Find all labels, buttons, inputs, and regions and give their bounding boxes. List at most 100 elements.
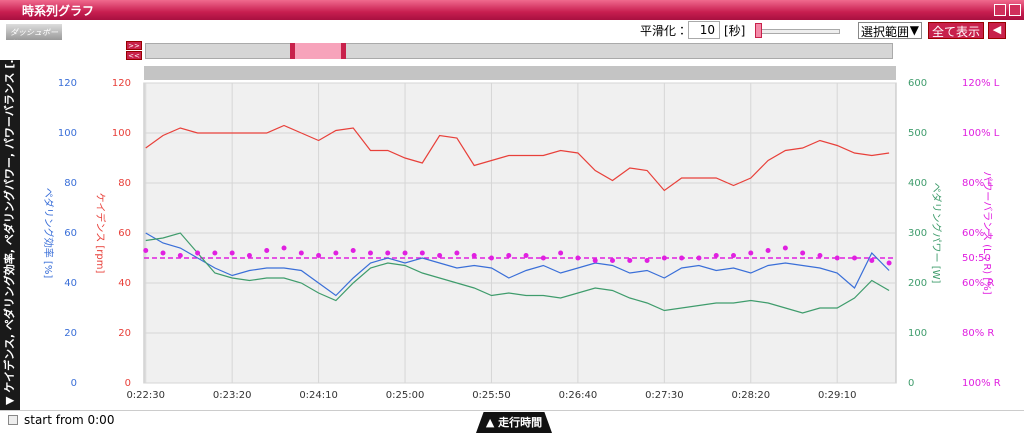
- balance-dot: [402, 250, 408, 256]
- title-bar: 時系列グラフ: [0, 0, 1024, 20]
- y-tick-label: 60: [64, 228, 77, 239]
- logo[interactable]: ダッシュボード: [6, 24, 62, 48]
- y-tick-label: 500: [908, 128, 927, 139]
- balance-dot: [195, 250, 201, 256]
- balance-dot: [316, 253, 322, 258]
- balance-dot: [869, 258, 875, 263]
- x-tick-label: 0:23:20: [213, 390, 252, 401]
- balance-dot: [696, 255, 702, 261]
- side-panel-text[interactable]: ▼ ケイデンス, ペダリング効率, ペダリングパワー, パワーバランス [...: [3, 60, 16, 405]
- y-tick-label: 120: [112, 78, 131, 89]
- balance-dot: [367, 250, 373, 256]
- range-select[interactable]: 選択範囲 ▼: [858, 22, 922, 39]
- maximize-button[interactable]: [994, 4, 1006, 16]
- balance-dot: [160, 250, 166, 256]
- balance-dot: [575, 255, 581, 261]
- show-all-button[interactable]: 全て表示: [928, 22, 984, 39]
- balance-dot: [592, 258, 598, 263]
- side-panel: [0, 60, 20, 410]
- y-tick-label: 60% R: [962, 278, 994, 289]
- window-title: 時系列グラフ: [22, 4, 95, 18]
- x-axis-tab[interactable]: ▲ 走行時間: [476, 412, 552, 433]
- balance-dot: [644, 258, 650, 263]
- start-from-label: start from 0:00: [24, 413, 115, 427]
- axis-title: ペダリングパワー [W]: [930, 183, 943, 284]
- smoothing-slider-thumb[interactable]: [755, 23, 762, 38]
- balance-dot: [264, 248, 270, 253]
- back-button[interactable]: ◀: [988, 22, 1006, 39]
- smoothing-input[interactable]: 10: [688, 21, 720, 39]
- y-tick-label: 80% R: [962, 328, 994, 339]
- y-tick-label: 120% L: [962, 78, 1000, 89]
- balance-dot: [661, 255, 667, 261]
- balance-dot: [800, 250, 806, 256]
- series-line: [145, 232, 890, 314]
- balance-dot: [281, 245, 287, 251]
- x-tick-label: 0:29:10: [818, 390, 857, 401]
- axis-title: パワーバランス (L : R) [%]: [981, 171, 993, 295]
- balance-dot: [834, 255, 840, 261]
- balance-dot: [471, 253, 477, 258]
- y-tick-label: 200: [908, 278, 927, 289]
- y-tick-label: 40: [118, 278, 131, 289]
- balance-dot: [782, 245, 788, 251]
- balance-dot: [627, 258, 633, 263]
- range-thumb[interactable]: [290, 43, 346, 59]
- x-tick-label: 0:25:00: [386, 390, 425, 401]
- balance-dot: [713, 253, 719, 258]
- balance-dot: [229, 250, 235, 256]
- range-select-text: 選択範囲: [861, 25, 910, 39]
- close-button[interactable]: [1009, 4, 1021, 16]
- balance-dot: [609, 258, 615, 263]
- start-from-checkbox[interactable]: [8, 415, 18, 425]
- y-tick-label: 50:50: [962, 253, 991, 264]
- smoothing-unit: [秒]: [724, 24, 746, 38]
- scroll-left-button[interactable]: <<: [126, 51, 142, 60]
- y-tick-label: 40: [64, 278, 77, 289]
- x-tick-label: 0:26:40: [559, 390, 598, 401]
- series-line: [145, 124, 890, 192]
- y-tick-label: 80: [118, 178, 131, 189]
- balance-dot: [817, 253, 823, 258]
- balance-dot: [886, 260, 892, 266]
- y-tick-label: 0: [71, 378, 77, 389]
- y-tick-label: 20: [64, 328, 77, 339]
- balance-dot: [385, 250, 391, 256]
- balance-dot: [333, 250, 339, 256]
- y-tick-label: 400: [908, 178, 927, 189]
- smoothing-slider-track[interactable]: [756, 29, 840, 34]
- balance-dot: [246, 253, 252, 258]
- x-tick-label: 0:24:10: [299, 390, 338, 401]
- balance-dot: [852, 255, 858, 261]
- balance-dot: [558, 250, 564, 256]
- balance-dot: [419, 250, 425, 256]
- range-scrollbar[interactable]: [145, 43, 893, 59]
- y-tick-label: 600: [908, 78, 927, 89]
- balance-dot: [765, 248, 771, 253]
- balance-dot: [437, 253, 443, 258]
- y-tick-label: 80: [64, 178, 77, 189]
- scroll-right-button[interactable]: >>: [126, 41, 142, 50]
- balance-dot: [748, 250, 754, 256]
- balance-dot: [488, 255, 494, 261]
- y-tick-label: 120: [58, 78, 77, 89]
- balance-dot: [212, 250, 218, 256]
- balance-dot: [730, 253, 736, 258]
- x-tick-label: 0:22:30: [126, 390, 165, 401]
- y-tick-label: 80% L: [962, 178, 993, 189]
- balance-dot: [506, 253, 512, 258]
- y-tick-label: 0: [908, 378, 914, 389]
- x-tick-label: 0:28:20: [732, 390, 771, 401]
- balance-dot: [143, 248, 149, 253]
- balance-dot: [177, 253, 183, 258]
- balance-dot: [679, 255, 685, 261]
- balance-dot: [298, 250, 304, 256]
- y-tick-label: 60% L: [962, 228, 993, 239]
- y-tick-label: 20: [118, 328, 131, 339]
- y-tick-label: 300: [908, 228, 927, 239]
- balance-dot: [454, 250, 460, 256]
- y-tick-label: 100: [112, 128, 131, 139]
- y-tick-label: 100% L: [962, 128, 1000, 139]
